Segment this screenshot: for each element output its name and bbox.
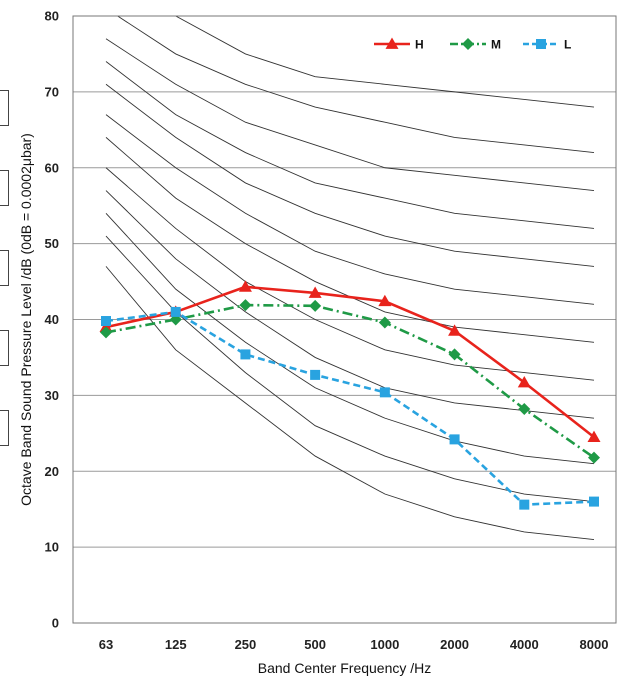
legend-label: H bbox=[415, 38, 424, 52]
x-tick-label: 250 bbox=[235, 637, 257, 652]
legend-label: L bbox=[564, 38, 571, 52]
reference-curve bbox=[105, 190, 595, 419]
x-tick-label: 500 bbox=[304, 637, 326, 652]
data-point-l bbox=[101, 316, 111, 327]
side-box-1 bbox=[0, 90, 9, 126]
gridlines bbox=[73, 91, 616, 548]
side-box-3 bbox=[0, 250, 9, 286]
y-tick-label: 70 bbox=[45, 84, 59, 99]
legend-item-l: L bbox=[523, 38, 571, 52]
data-point-l bbox=[589, 496, 599, 507]
y-tick-labels: 0 10 20 30 40 50 60 70 80 bbox=[45, 9, 59, 631]
data-point-h bbox=[99, 320, 113, 332]
legend-item-m: M bbox=[450, 38, 501, 52]
side-box-2 bbox=[0, 170, 9, 206]
x-tick-label: 8000 bbox=[580, 637, 609, 652]
data-point-m bbox=[100, 326, 112, 339]
reference-curve bbox=[105, 61, 595, 229]
legend-marker bbox=[536, 39, 546, 49]
reference-curve bbox=[105, 266, 595, 540]
series-h bbox=[99, 280, 601, 442]
data-point-m bbox=[518, 403, 531, 416]
series-l bbox=[101, 306, 599, 510]
y-tick-label: 60 bbox=[45, 160, 59, 175]
data-point-m bbox=[239, 299, 252, 312]
x-tick-labels: 63 125 250 500 1000 2000 4000 8000 bbox=[99, 637, 609, 652]
data-point-h bbox=[448, 324, 462, 336]
data-point-m bbox=[448, 348, 461, 361]
y-tick-label: 50 bbox=[45, 236, 59, 251]
reference-curve bbox=[105, 38, 595, 191]
side-box-4 bbox=[0, 330, 9, 366]
y-tick-label: 10 bbox=[45, 540, 59, 555]
x-tick-label: 63 bbox=[99, 637, 113, 652]
series-m bbox=[100, 299, 600, 464]
x-axis-title: Band Center Frequency /Hz bbox=[258, 660, 432, 676]
data-point-m bbox=[588, 451, 600, 464]
y-tick-label: 20 bbox=[45, 464, 59, 479]
y-tick-label: 40 bbox=[45, 312, 59, 327]
series-line-h bbox=[105, 285, 595, 439]
reference-curve bbox=[105, 235, 595, 503]
plot-area-frame bbox=[72, 15, 617, 624]
legend-marker bbox=[385, 37, 399, 49]
legend-marker bbox=[462, 38, 474, 50]
reference-curves bbox=[105, 16, 595, 540]
series-line-l bbox=[105, 310, 595, 506]
series-line-m bbox=[105, 303, 595, 459]
reference-curve bbox=[105, 212, 595, 465]
x-tick-label: 125 bbox=[165, 637, 187, 652]
data-point-l bbox=[519, 499, 530, 510]
y-tick-label: 0 bbox=[52, 616, 59, 631]
legend-item-h: H bbox=[374, 37, 424, 52]
side-box-5 bbox=[0, 410, 9, 446]
data-point-h bbox=[308, 286, 322, 298]
data-point-l bbox=[240, 349, 251, 360]
reference-curve bbox=[116, 16, 595, 154]
x-tick-label: 1000 bbox=[370, 637, 399, 652]
data-point-l bbox=[449, 434, 460, 445]
data-point-h bbox=[378, 294, 392, 307]
y-tick-label: 80 bbox=[45, 9, 59, 24]
series-group bbox=[99, 280, 601, 510]
data-point-h bbox=[587, 430, 601, 442]
data-point-h bbox=[238, 280, 252, 292]
reference-curve bbox=[105, 83, 595, 267]
reference-curve bbox=[174, 16, 595, 108]
data-point-l bbox=[310, 369, 321, 380]
reference-curve bbox=[105, 114, 595, 305]
y-tick-label: 30 bbox=[45, 388, 59, 403]
x-tick-label: 2000 bbox=[440, 637, 469, 652]
reference-curve bbox=[105, 167, 595, 381]
data-point-m bbox=[378, 316, 391, 329]
data-point-l bbox=[170, 306, 181, 317]
data-point-m bbox=[309, 299, 322, 312]
x-tick-label: 4000 bbox=[510, 637, 539, 652]
y-axis-title: Octave Band Sound Pressure Level /dB (0d… bbox=[18, 133, 34, 506]
data-point-l bbox=[379, 387, 390, 398]
legend-label: M bbox=[491, 38, 501, 52]
data-point-h bbox=[517, 375, 531, 388]
